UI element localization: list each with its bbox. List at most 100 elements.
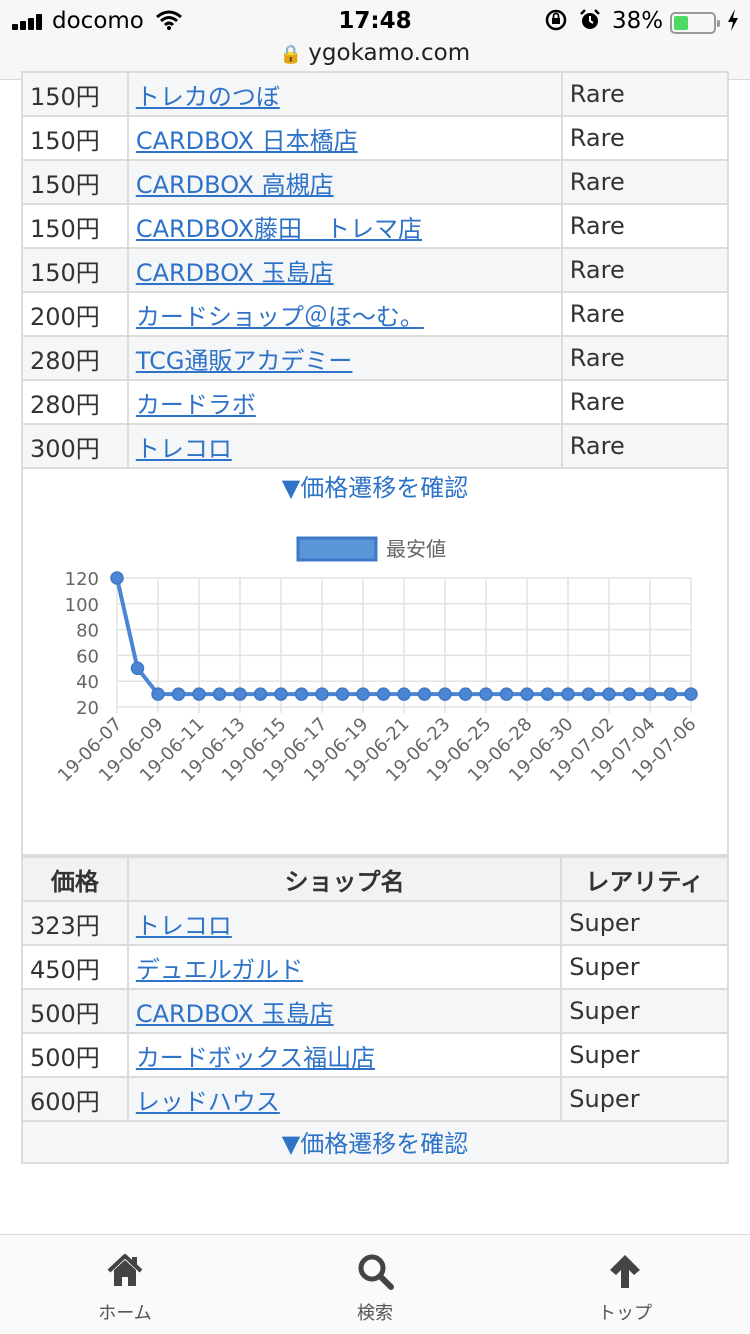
browser-status-bar: docomo 17:48 38% 🔒 ygokamo.com [0, 0, 750, 80]
price-cell: 323円 [21, 900, 129, 946]
price-cell: 600円 [21, 1076, 129, 1122]
data-point [274, 687, 288, 701]
nav-search[interactable]: 検索 [315, 1251, 435, 1325]
search-icon [315, 1251, 435, 1293]
data-point [438, 687, 452, 701]
shop-link[interactable]: CARDBOX 高槻店 [135, 170, 334, 199]
shop-link[interactable]: カードショップ＠ほ〜む。 [135, 302, 424, 331]
data-point [581, 687, 596, 701]
data-point [130, 661, 145, 676]
shop-link[interactable]: カードボックス福山店 [135, 1043, 376, 1072]
rarity-cell: Rare [560, 203, 730, 249]
rarity-cell: Rare [560, 115, 730, 161]
rarity-cell: Rare [560, 247, 730, 293]
data-point [561, 687, 575, 701]
shop-link[interactable]: トレカのつぼ [135, 82, 280, 111]
data-point [294, 687, 309, 701]
legend-label: 最安値 [386, 537, 446, 561]
data-point [335, 687, 350, 701]
data-point [417, 687, 432, 701]
shop-cell: カードラボ [126, 379, 563, 425]
shop-cell: CARDBOX 玉島店 [126, 988, 563, 1034]
price-cell: 280円 [21, 379, 129, 425]
rotation-lock-icon [544, 8, 568, 38]
table-row: 150円 トレカのつぼ Rare [21, 71, 730, 117]
table-row: 150円 CARDBOX藤田 トレマ店 Rare [21, 203, 730, 249]
nav-search-label: 検索 [357, 1303, 393, 1324]
price-history-link-2[interactable]: ▼価格遷移を確認 [21, 1120, 729, 1164]
shop-link[interactable]: TCG通販アカデミー [135, 346, 353, 375]
url-text: ygokamo.com [308, 40, 471, 66]
data-point [376, 687, 391, 701]
price-cell: 150円 [21, 115, 129, 161]
rarity-cell: Super [560, 944, 729, 990]
data-point [253, 687, 268, 701]
shop-cell: トレコロ [126, 423, 563, 469]
data-point [233, 687, 247, 701]
data-point [684, 687, 698, 701]
price-cell: 150円 [21, 159, 129, 205]
rare-price-table: 150円 トレカのつぼ Rare 150円 CARDBOX 日本橋店 Rare 150円 CA… [21, 71, 730, 469]
arrow-up-icon [565, 1251, 685, 1293]
shop-cell: カードボックス福山店 [126, 1032, 563, 1078]
shop-link[interactable]: トレコロ [135, 911, 232, 940]
table-row: 280円 TCG通販アカデミー Rare [21, 335, 730, 381]
table-row: 200円 カードショップ＠ほ〜む。 Rare [21, 291, 730, 337]
data-point [192, 687, 206, 701]
shop-link[interactable]: トレコロ [135, 434, 232, 463]
rarity-cell: Rare [560, 71, 730, 117]
table-row: 150円 CARDBOX 高槻店 Rare [21, 159, 730, 205]
wifi-icon [156, 10, 182, 36]
alarm-icon [578, 8, 602, 38]
battery-percentage: 38% [612, 8, 664, 34]
price-history-panel: 最安値 20 40 60 80 100 120 19-06-07 19-06-09 19-06-1… [21, 510, 729, 856]
rarity-cell: Rare [560, 335, 730, 381]
rarity-cell: Super [560, 988, 729, 1034]
shop-link[interactable]: レッドハウス [135, 1087, 280, 1116]
shop-link[interactable]: CARDBOX藤田 トレマ店 [135, 214, 422, 243]
table-row: 300円 トレコロ Rare [21, 423, 730, 469]
price-cell: 500円 [21, 988, 129, 1034]
shop-link[interactable]: デュエルガルド [135, 955, 304, 984]
y-tick-label: 100 [65, 595, 99, 616]
data-point [540, 687, 555, 701]
data-point [110, 571, 124, 585]
data-point [602, 687, 616, 701]
price-cell: 200円 [21, 291, 129, 337]
header-price[interactable]: 価格 [21, 856, 129, 902]
data-point [643, 687, 657, 701]
shop-cell: カードショップ＠ほ〜む。 [126, 291, 563, 337]
home-icon [65, 1251, 185, 1293]
nav-top-label: トップ [598, 1303, 652, 1324]
price-history-link[interactable]: ▼価格遷移を確認 [21, 466, 729, 510]
rarity-cell: Rare [560, 291, 730, 337]
address-bar[interactable]: 🔒 ygokamo.com [0, 40, 750, 66]
data-point [356, 687, 370, 701]
data-point [315, 687, 329, 701]
shop-link[interactable]: CARDBOX 玉島店 [135, 258, 334, 287]
clock-time: 17:48 [338, 8, 412, 34]
shop-link[interactable]: CARDBOX 玉島店 [135, 999, 334, 1028]
rarity-cell: Rare [560, 423, 730, 469]
data-point [397, 687, 411, 701]
data-point [151, 687, 165, 701]
nav-top[interactable]: トップ [565, 1251, 685, 1325]
rarity-cell: Rare [560, 379, 730, 425]
super-price-table: 価格 ショップ名 レアリティ 323円 トレコロ Super 450円 デュエルガルド S… [21, 856, 729, 1122]
header-shop-name[interactable]: ショップ名 [126, 856, 563, 902]
padlock-icon: 🔒 [279, 44, 303, 65]
shop-cell: CARDBOX 日本橋店 [126, 115, 563, 161]
header-rarity[interactable]: レアリティ [560, 856, 729, 902]
rarity-cell: Super [560, 1032, 729, 1078]
nav-home[interactable]: ホーム [65, 1251, 185, 1325]
shop-link[interactable]: カードラボ [135, 390, 256, 419]
charging-icon [726, 8, 740, 38]
price-cell: 150円 [21, 247, 129, 293]
shop-cell: TCG通販アカデミー [126, 335, 563, 381]
nav-home-label: ホーム [98, 1303, 152, 1324]
rarity-cell: Super [560, 1076, 729, 1122]
rarity-cell: Super [560, 900, 729, 946]
price-cell: 150円 [21, 71, 129, 117]
table-row: 600円 レッドハウス Super [21, 1076, 729, 1122]
shop-link[interactable]: CARDBOX 日本橋店 [135, 126, 358, 155]
